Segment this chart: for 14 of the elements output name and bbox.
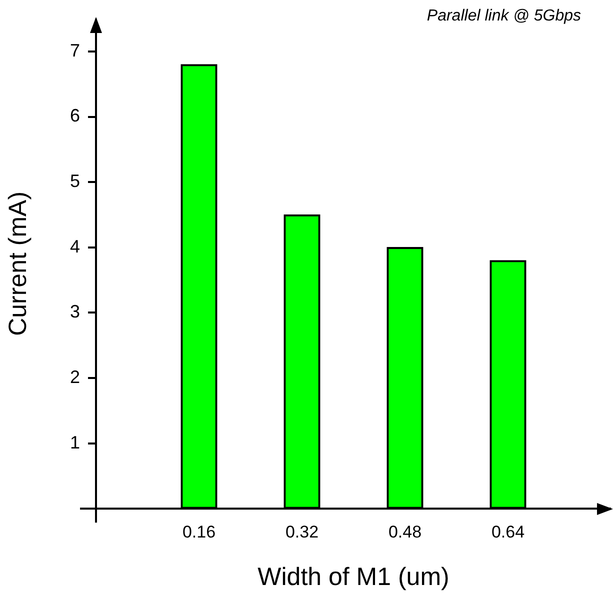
y-tick-label: 6	[70, 106, 80, 126]
annotation: Parallel link @ 5Gbps	[426, 7, 581, 24]
y-tick-label: 2	[70, 366, 80, 387]
y-tick-label: 1	[70, 432, 80, 452]
x-tick-label: 0.32	[285, 522, 319, 542]
y-tick-label: 7	[70, 40, 80, 60]
y-tick-label: 4	[70, 236, 80, 256]
x-tick-label: 0.16	[182, 522, 216, 542]
x-tick-label: 0.48	[388, 522, 422, 542]
x-tick-label: 0.64	[491, 522, 525, 542]
y-tick-label: 3	[70, 302, 80, 322]
y-axis-title: Current (mA)	[4, 191, 32, 336]
x-axis-title: Width of M1 (um)	[258, 562, 450, 591]
y-tick-label: 5	[70, 171, 80, 192]
